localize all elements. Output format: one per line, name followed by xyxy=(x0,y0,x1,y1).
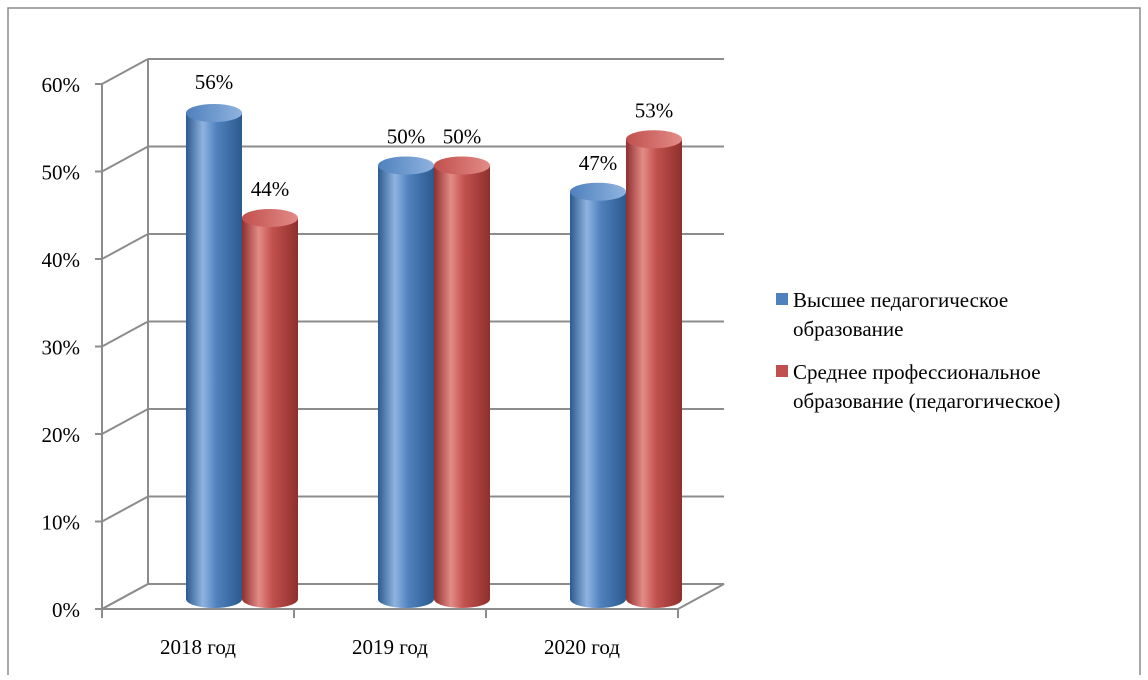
data-label: 56% xyxy=(195,70,234,94)
y-tick-label: 20% xyxy=(42,423,81,447)
bar-body xyxy=(626,139,682,608)
side-grid-segment xyxy=(101,495,149,523)
bar-body xyxy=(570,191,626,608)
side-grid-segment xyxy=(101,58,149,85)
bar-top xyxy=(434,156,490,175)
data-label: 44% xyxy=(251,177,290,201)
side-grid-segment xyxy=(101,145,149,173)
data-label: 50% xyxy=(443,125,482,149)
bar xyxy=(242,209,298,608)
x-tick-label: 2018 год xyxy=(160,635,236,659)
bar xyxy=(186,104,242,608)
y-tick-label: 60% xyxy=(42,73,81,97)
legend-label: образование (педагогическое) xyxy=(793,389,1060,413)
side-grid-segment xyxy=(101,583,149,610)
legend-label: Высшее педагогическое xyxy=(793,288,1008,312)
x-tick-label: 2020 год xyxy=(544,635,620,659)
x-tick-label: 2019 год xyxy=(352,635,428,659)
bar-body xyxy=(186,113,242,608)
side-grid-segment xyxy=(101,233,149,260)
y-tick-label: 50% xyxy=(42,161,81,185)
data-label: 53% xyxy=(635,98,674,122)
data-label: 50% xyxy=(387,125,426,149)
bar xyxy=(434,156,490,608)
side-grid-segment xyxy=(101,320,149,348)
bar-body xyxy=(434,165,490,608)
bar xyxy=(570,182,626,608)
bar xyxy=(626,130,682,608)
y-tick-label: 0% xyxy=(52,598,80,622)
legend-label: образование xyxy=(793,317,903,341)
legend-label: Среднее профессиональное xyxy=(793,360,1041,384)
y-tick-label: 10% xyxy=(42,511,81,535)
bar-top xyxy=(626,130,682,149)
bar-body xyxy=(242,218,298,608)
y-tick-label: 30% xyxy=(42,336,81,360)
chart-border xyxy=(7,7,1141,680)
bar-top xyxy=(186,104,242,122)
bar xyxy=(378,156,434,608)
legend-swatch xyxy=(776,365,788,377)
side-grid-segment xyxy=(101,408,149,435)
bar-top xyxy=(570,182,626,201)
data-label: 47% xyxy=(579,151,618,175)
legend-swatch xyxy=(776,293,788,305)
bar-top xyxy=(242,209,298,227)
bar-body xyxy=(378,165,434,608)
bar-top xyxy=(378,156,434,175)
y-tick-label: 40% xyxy=(42,248,81,272)
